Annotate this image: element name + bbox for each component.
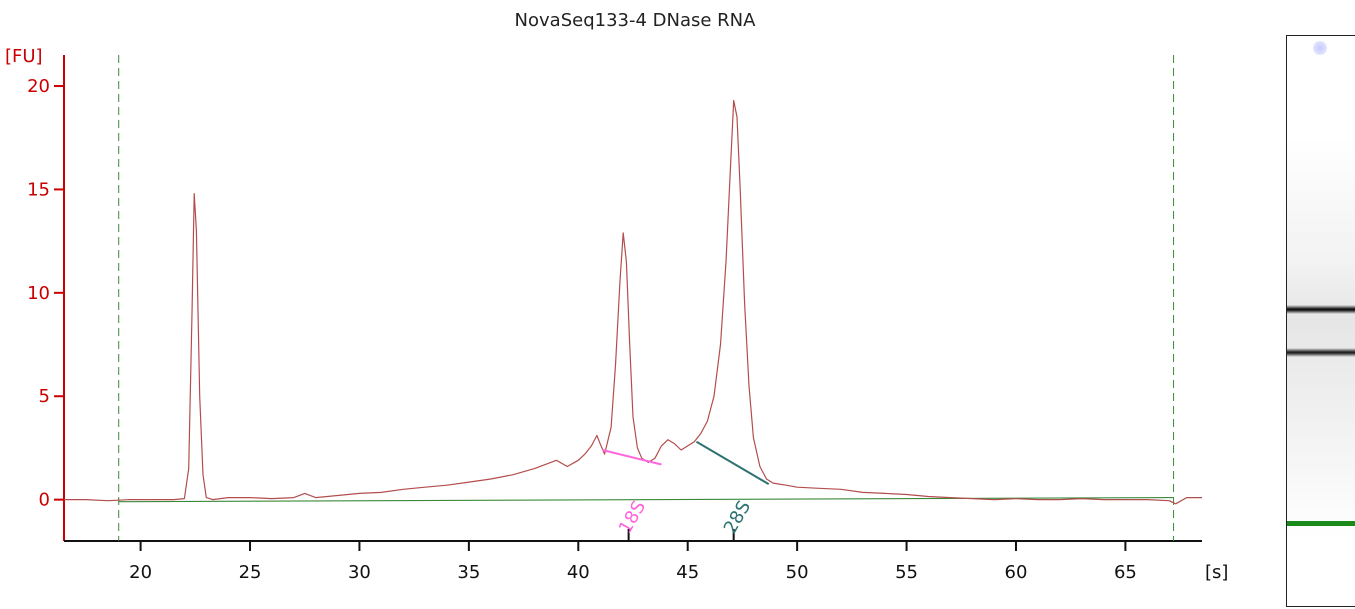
x-tick-label: 65: [1114, 562, 1137, 583]
x-tick-label: 45: [676, 562, 699, 583]
y-tick-label: 20: [27, 76, 50, 97]
x-tick-label: 60: [1005, 562, 1028, 583]
x-tick-label: 30: [348, 562, 371, 583]
x-axis-label: [s]: [1205, 562, 1228, 583]
baseline-line: [118, 496, 1174, 503]
y-tick-label: 0: [39, 490, 50, 511]
x-tick-label: 20: [129, 562, 152, 583]
gel-band-lower-band: [1287, 347, 1355, 357]
y-tick-label: 10: [27, 283, 50, 304]
x-tick-label: 35: [457, 562, 480, 583]
peak-28s-label: 28S: [720, 497, 755, 537]
peak-28s-line: [695, 440, 770, 485]
gel-band-upper-band: [1287, 305, 1355, 315]
peak-18s-label: 18S: [615, 497, 650, 537]
axes: [FU] 0 5 10 15 20 20 25 30 35 40 45 50 55 60 65 [s]: [5, 46, 1228, 583]
y-tick-label: 15: [27, 179, 50, 200]
x-tick-label: 40: [567, 562, 590, 583]
x-tick-label: 25: [239, 562, 262, 583]
chart-title: NovaSeq133-4 DNase RNA: [515, 10, 757, 31]
signal-trace: [64, 99, 1202, 505]
gel-band-marker-band: [1287, 520, 1355, 526]
y-axis-label: [FU]: [5, 46, 43, 67]
electropherogram-chart: NovaSeq133-4 DNase RNA [FU] 0 5 10 15 20 20 25 3…: [5, 10, 1228, 583]
x-tick-label: 50: [786, 562, 809, 583]
x-tick-label: 55: [895, 562, 918, 583]
gel-lane: [1286, 35, 1355, 607]
peak-18s-line: [602, 449, 662, 466]
y-tick-label: 5: [39, 386, 50, 407]
gel-top-marker: [1313, 41, 1327, 55]
chart-marks: 18S 28S: [64, 55, 1202, 541]
